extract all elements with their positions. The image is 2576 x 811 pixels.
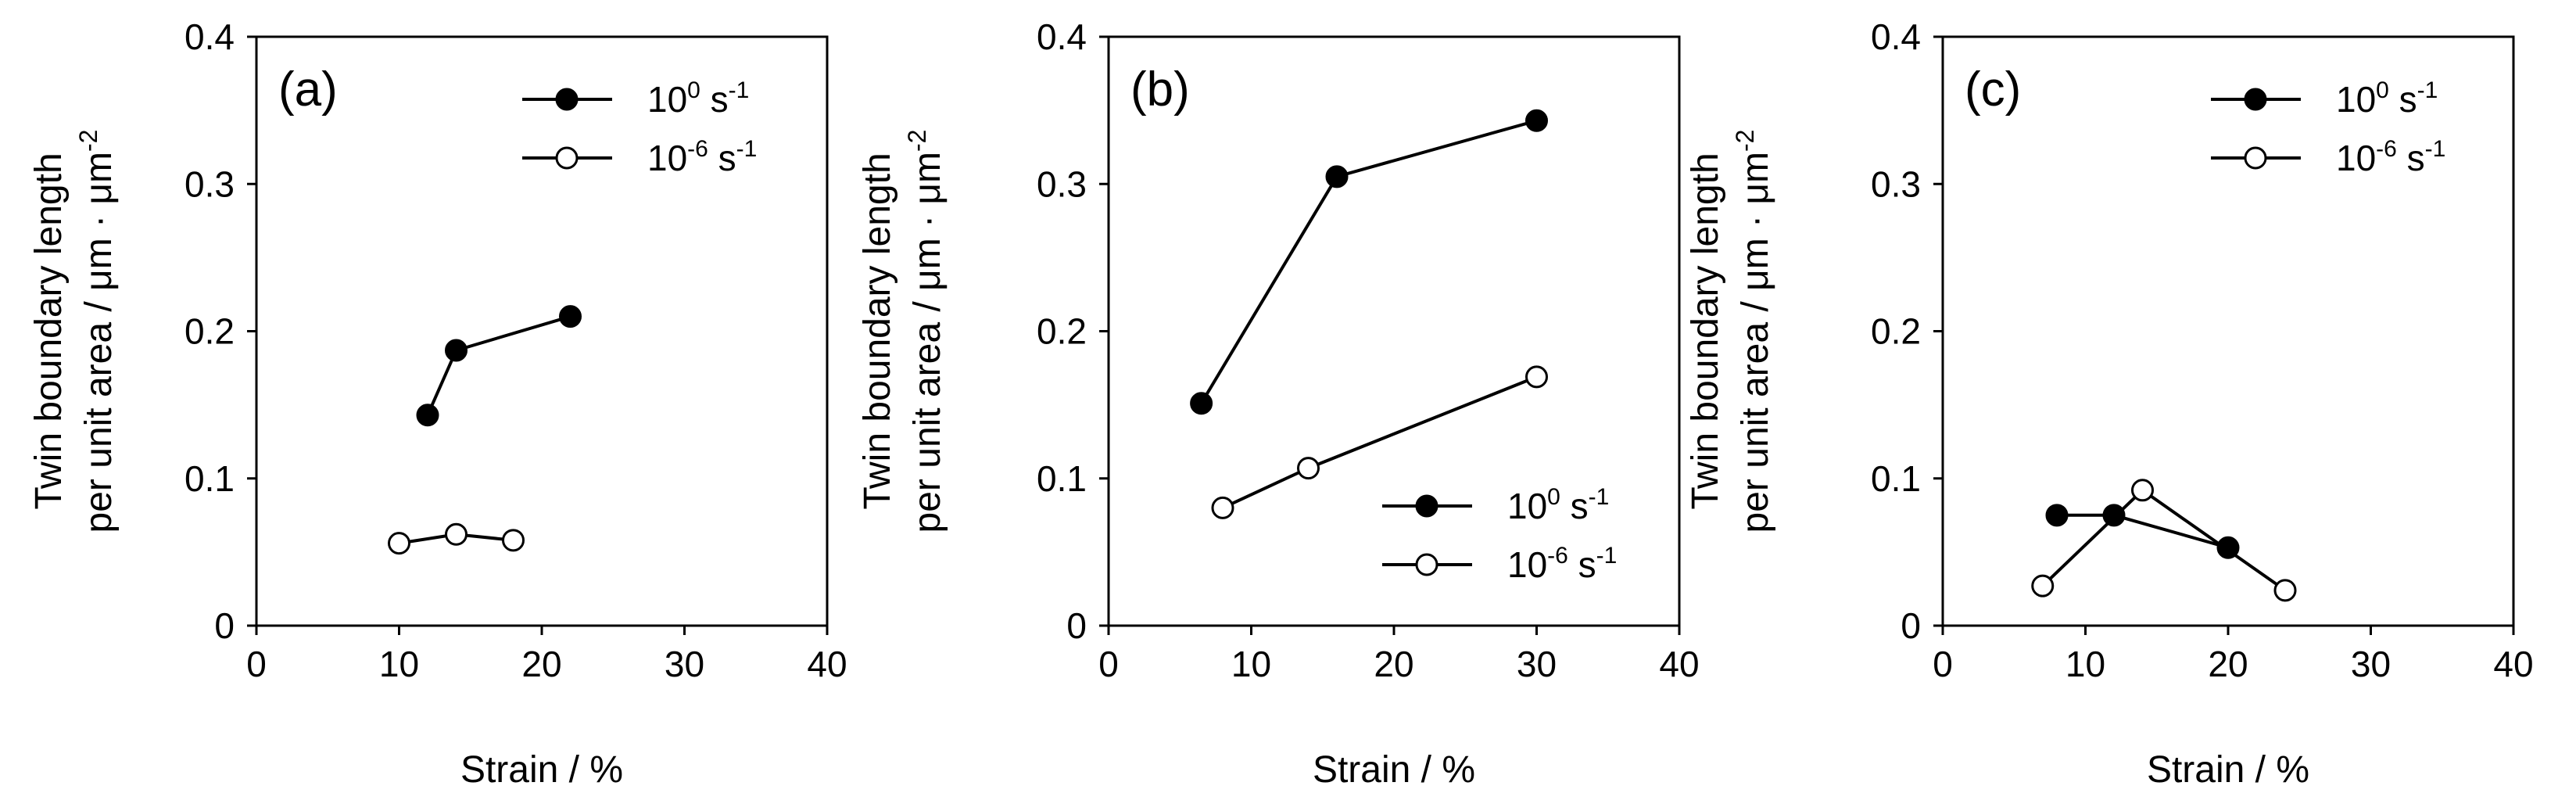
data-point bbox=[445, 339, 468, 362]
legend-label: 10-6 s-1 bbox=[647, 136, 757, 178]
x-tick-label: 40 bbox=[807, 644, 847, 684]
legend-label: 100 s-1 bbox=[1507, 484, 1609, 526]
panel-label: (c) bbox=[1965, 63, 2021, 117]
x-tick-label: 0 bbox=[246, 644, 267, 684]
data-point bbox=[1297, 457, 1320, 480]
legend-label: 10-6 s-1 bbox=[1507, 543, 1617, 585]
data-point bbox=[1211, 496, 1234, 519]
data-point bbox=[2045, 504, 2069, 527]
legend-entry: 10-6 s-1 bbox=[1382, 543, 1617, 585]
data-point bbox=[388, 532, 410, 555]
legend-label: 100 s-1 bbox=[2336, 77, 2438, 120]
series-line bbox=[1199, 119, 1538, 404]
legend-label: 10-6 s-1 bbox=[2336, 136, 2445, 178]
series-open bbox=[2031, 479, 2297, 602]
series-open bbox=[388, 522, 525, 555]
x-tick-label: 30 bbox=[1517, 644, 1557, 684]
y-tick-label: 0.2 bbox=[185, 311, 235, 352]
y-axis-label-line-2: per unit area / μm · μm-2 bbox=[74, 130, 120, 533]
legend-entry: 10-6 s-1 bbox=[2211, 136, 2445, 178]
series-filled bbox=[1190, 109, 1548, 415]
data-point bbox=[416, 404, 439, 427]
legend-marker bbox=[1415, 494, 1438, 518]
y-axis-label-line-1: Twin boundary length bbox=[28, 153, 70, 509]
y-axis-label-line-2: per unit area / μm · μm-2 bbox=[1731, 130, 1776, 533]
panel-c: 0 0.1 0.2 0.3 0.4 0 10 20 30 40 Strain / % Twin bou… bbox=[1685, 16, 2534, 791]
y-axis-label-line-1: Twin boundary length bbox=[1685, 153, 1726, 509]
panel-a: 0 0.1 0.2 0.3 0.4 0 10 20 30 40 Strain / % Twin bou… bbox=[28, 16, 847, 791]
x-axis-label: Strain / % bbox=[1313, 749, 1475, 791]
y-tick-label: 0.1 bbox=[1871, 458, 1921, 499]
panel-label: (b) bbox=[1130, 63, 1190, 117]
plot-frame bbox=[255, 35, 829, 627]
y-tick-label: 0.1 bbox=[185, 458, 235, 499]
data-point bbox=[2031, 574, 2055, 597]
y-axis-label-line-1: Twin boundary length bbox=[857, 153, 898, 509]
x-axis-label: Strain / % bbox=[2147, 749, 2309, 791]
legend-marker bbox=[2244, 146, 2267, 170]
y-tick-label: 0.3 bbox=[185, 163, 235, 204]
data-point bbox=[1525, 109, 1548, 132]
y-tick-label: 0.4 bbox=[1037, 16, 1087, 57]
legend-entry: 100 s-1 bbox=[522, 77, 749, 120]
x-tick-label: 20 bbox=[521, 644, 561, 684]
x-tick-label: 30 bbox=[2351, 644, 2391, 684]
x-tick-label: 40 bbox=[1659, 644, 1699, 684]
legend-entry: 100 s-1 bbox=[2211, 77, 2438, 120]
y-tick-label: 0.3 bbox=[1871, 163, 1921, 204]
data-point bbox=[2131, 479, 2154, 502]
series-filled bbox=[416, 305, 582, 427]
series-open bbox=[1211, 365, 1548, 519]
series-line bbox=[1222, 375, 1538, 510]
data-point bbox=[445, 522, 468, 546]
series-line bbox=[426, 314, 571, 416]
data-point bbox=[1325, 165, 1349, 188]
series-line bbox=[2041, 488, 2287, 592]
series-filled bbox=[2045, 504, 2240, 559]
legend-marker bbox=[555, 88, 579, 111]
y-tick-label: 0 bbox=[1901, 605, 1921, 646]
legend-marker bbox=[2244, 88, 2267, 111]
y-axis-label-line-2: per unit area / μm · μm-2 bbox=[903, 130, 948, 533]
data-point bbox=[2273, 579, 2297, 602]
x-tick-label: 20 bbox=[2208, 644, 2248, 684]
plot-frame bbox=[1107, 35, 1681, 627]
x-tick-label: 0 bbox=[1098, 644, 1119, 684]
legend-marker bbox=[1415, 553, 1438, 576]
y-tick-label: 0.1 bbox=[1037, 458, 1087, 499]
y-tick-label: 0.3 bbox=[1037, 163, 1087, 204]
y-tick-label: 0 bbox=[214, 605, 235, 646]
legend-entry: 100 s-1 bbox=[1382, 484, 1609, 526]
x-tick-label: 10 bbox=[2065, 644, 2105, 684]
y-tick-label: 0.2 bbox=[1871, 311, 1921, 352]
x-tick-label: 10 bbox=[1231, 644, 1271, 684]
data-point bbox=[1190, 392, 1213, 415]
x-tick-label: 0 bbox=[1933, 644, 1953, 684]
x-tick-label: 40 bbox=[2493, 644, 2533, 684]
panel-b: 0 0.1 0.2 0.3 0.4 0 10 20 30 40 Strain / % Twin bou… bbox=[857, 16, 1700, 791]
data-point bbox=[1525, 365, 1548, 389]
x-tick-label: 10 bbox=[379, 644, 419, 684]
legend-marker bbox=[555, 146, 579, 170]
x-axis-label: Strain / % bbox=[460, 749, 623, 791]
y-tick-label: 0 bbox=[1066, 605, 1087, 646]
y-tick-label: 0.2 bbox=[1037, 311, 1087, 352]
panel-label: (a) bbox=[278, 63, 338, 117]
legend-entry: 10-6 s-1 bbox=[522, 136, 757, 178]
y-tick-label: 0.4 bbox=[1871, 16, 1921, 57]
x-tick-label: 30 bbox=[665, 644, 704, 684]
legend-label: 100 s-1 bbox=[647, 77, 749, 120]
y-tick-label: 0.4 bbox=[185, 16, 235, 57]
data-point bbox=[502, 529, 525, 552]
data-point bbox=[559, 305, 582, 328]
x-tick-label: 20 bbox=[1374, 644, 1413, 684]
